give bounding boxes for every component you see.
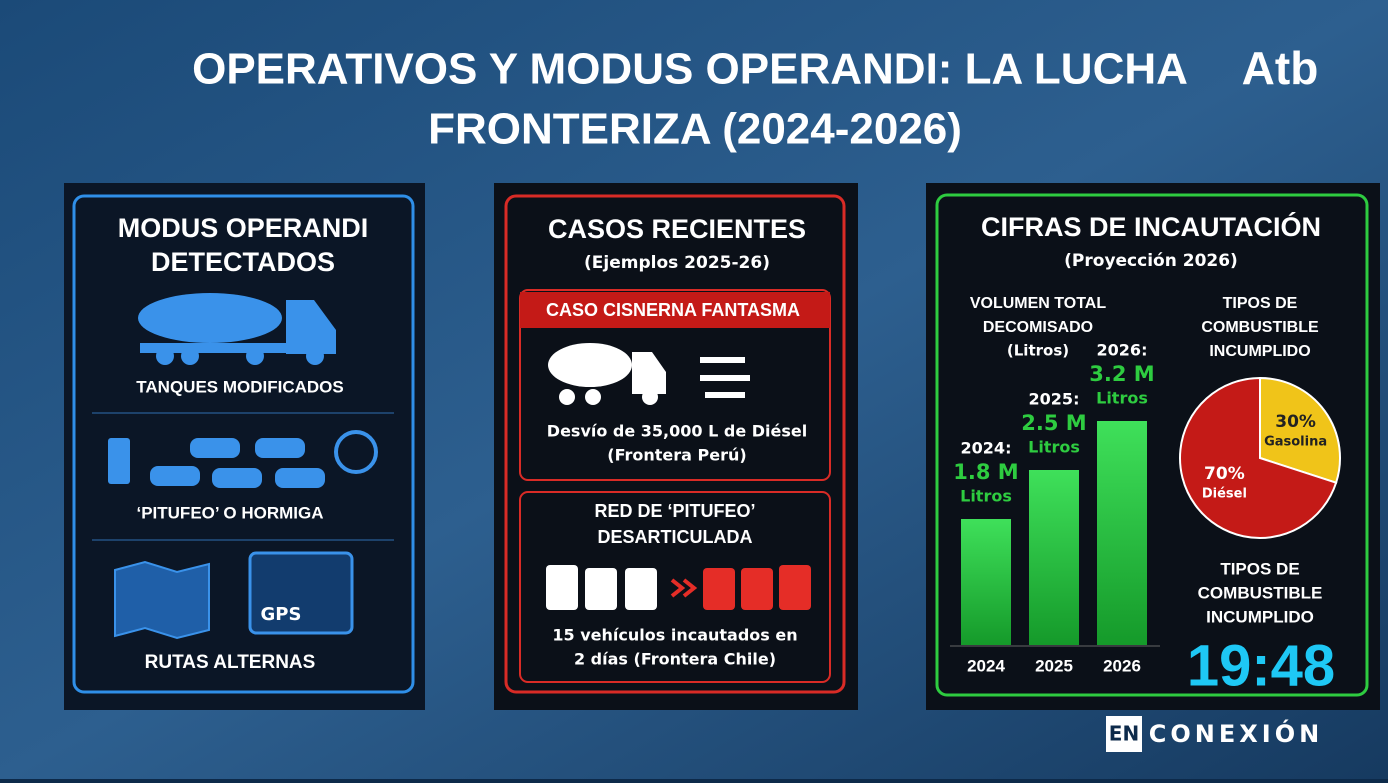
diversion-icon [700, 357, 750, 398]
panel-subtitle: (Proyección 2026) [1064, 251, 1238, 271]
chart-title: TIPOS DE [1223, 295, 1298, 312]
bar [961, 519, 1011, 645]
unit-label: Litros [1096, 389, 1148, 408]
truck-icon [138, 293, 336, 365]
gps-icon [248, 551, 354, 635]
year-label: 2026: [1097, 341, 1148, 360]
jerrycans-icon [546, 565, 811, 610]
chart-title: INCUMPLIDO [1209, 343, 1310, 360]
x-tick-label: 2024 [967, 656, 1005, 675]
case-heading: DESARTICULADA [598, 527, 753, 547]
x-tick-label: 2025 [1035, 656, 1073, 675]
slice-name: Gasolina [1264, 435, 1327, 450]
item-label: ‘PITUFEO’ O HORMIGA [136, 503, 323, 522]
heading: COMBUSTIBLE [1198, 583, 1323, 602]
gps-label: GPS [261, 604, 302, 625]
panel [494, 183, 858, 710]
year-label: 2024: [961, 439, 1012, 458]
panel-title: CASOS RECIENTES [548, 214, 806, 244]
brand-box [1106, 716, 1142, 752]
case-text: (Frontera Perú) [607, 446, 746, 465]
item-label: TANQUES MODIFICADOS [136, 377, 343, 396]
value-label: 1.8 M [953, 460, 1018, 484]
question-mark: ? [583, 348, 597, 376]
bar [1029, 470, 1079, 645]
slice-name: Diésel [1202, 486, 1247, 501]
brand-text: CONEXIÓN [1149, 718, 1323, 748]
brand-box-text: EN [1109, 722, 1139, 746]
chart-title: COMBUSTIBLE [1201, 319, 1319, 336]
panel-subtitle: (Ejemplos 2025-26) [584, 253, 770, 273]
title: FRONTERIZA (2024-2026) [428, 105, 962, 154]
case-box [519, 491, 831, 683]
x-tick-label: 2026 [1103, 656, 1141, 675]
pie-slice [1259, 376, 1341, 484]
value-label: 2.5 M [1021, 411, 1086, 435]
case-text: 2 días (Frontera Chile) [574, 650, 776, 669]
case-box [519, 289, 831, 481]
title: OPERATIVOS Y MODUS OPERANDI: LA LUCHA [192, 45, 1188, 94]
panel-title: CIFRAS DE INCAUTACIÓN [981, 211, 1321, 242]
case-heading: RED DE ‘PITUFEO’ [594, 501, 755, 521]
heading: TIPOS DE [1220, 559, 1299, 578]
chart-title: DECOMISADO [983, 319, 1093, 336]
case-banner [520, 292, 830, 328]
panel-border [935, 193, 1369, 697]
tanker-icon [548, 343, 666, 405]
case-text: Desvío de 35,000 L de Diésel [547, 422, 807, 441]
pie-slice [1179, 376, 1338, 539]
panel-border [504, 194, 846, 694]
unit-label: Litros [1028, 438, 1080, 457]
slice-value: 30% [1275, 412, 1316, 432]
case-heading: CASO CISNERNA FANTASMA [546, 300, 800, 320]
panel-title: MODUS OPERANDI [118, 213, 369, 243]
item-label: RUTAS ALTERNAS [145, 652, 316, 673]
slice-value: 70% [1204, 464, 1245, 484]
case-text: 15 vehículos incautados en [552, 626, 797, 645]
bar [1097, 421, 1147, 645]
chart-title: VOLUMEN TOTAL [970, 295, 1107, 312]
value-label: 3.2 M [1089, 362, 1154, 386]
heading: INCUMPLIDO [1206, 607, 1314, 626]
unit-label: Litros [960, 487, 1012, 506]
chart-unit: (Litros) [1007, 342, 1069, 360]
clock: 19:48 [1187, 633, 1335, 698]
year-label: 2025: [1029, 390, 1080, 409]
panel-title: DETECTADOS [151, 247, 335, 277]
panel-border [72, 194, 415, 694]
map-icon [114, 560, 210, 640]
logo: Atb [1242, 42, 1319, 94]
cars-icon [108, 430, 378, 488]
